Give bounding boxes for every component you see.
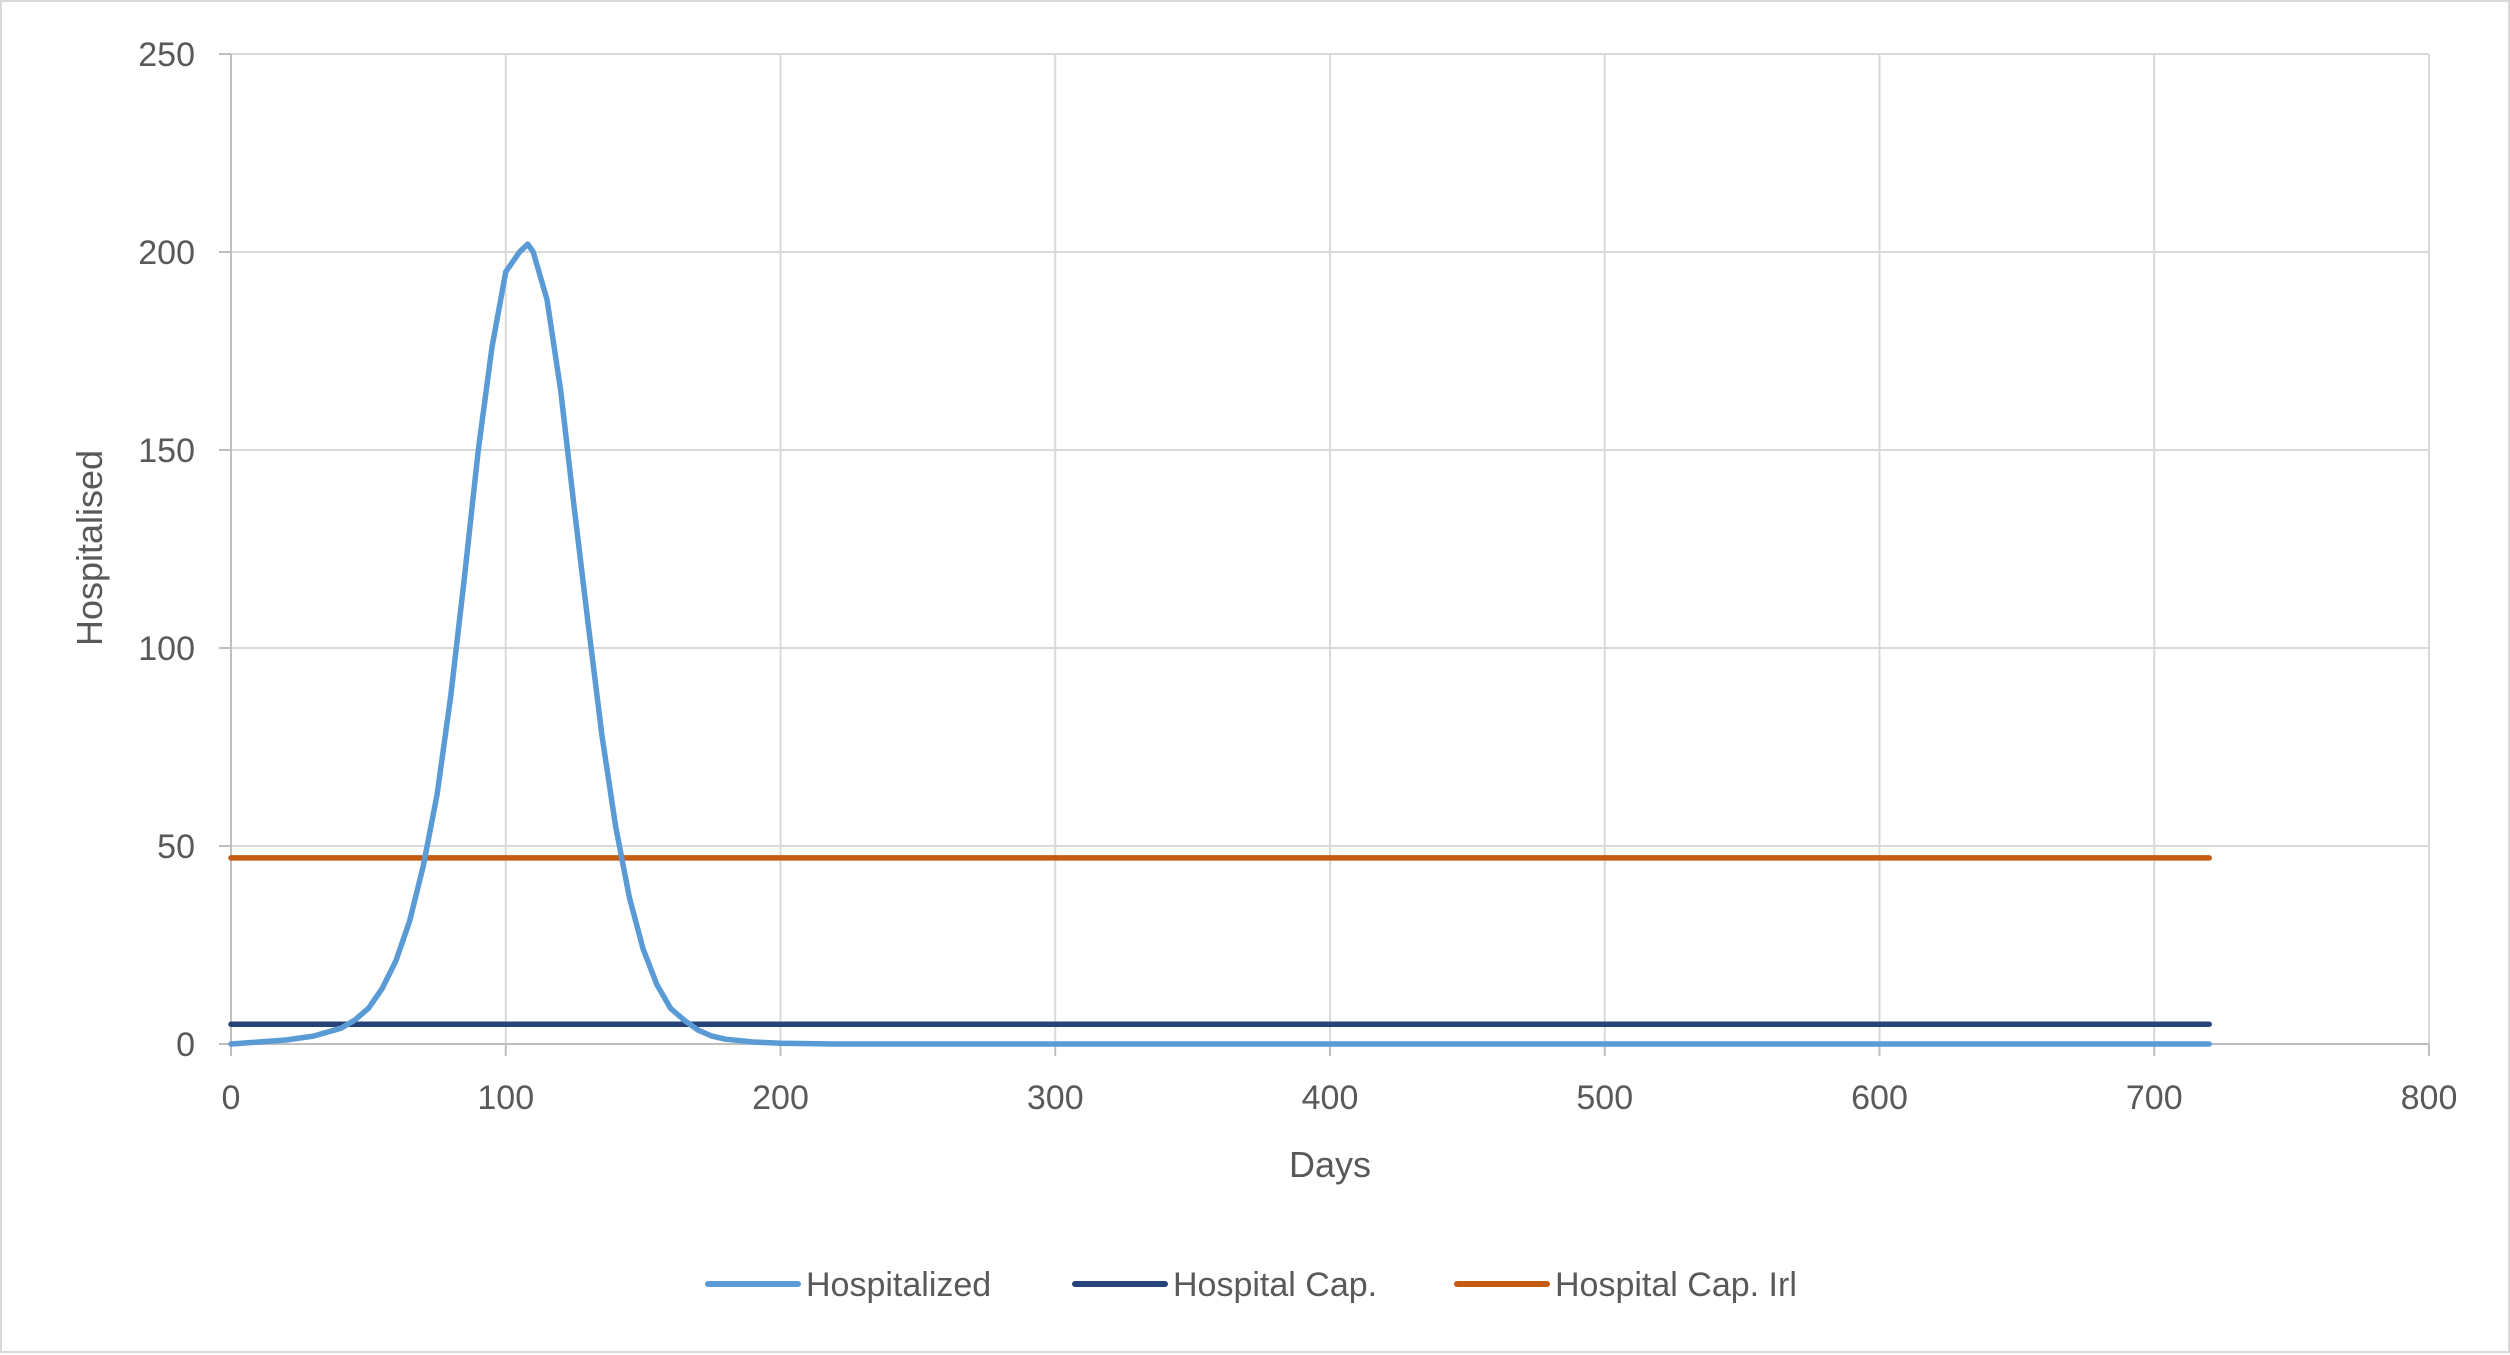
legend-item: Hospital Cap. <box>1072 1266 1377 1304</box>
gridlines <box>231 53 2430 1044</box>
legend-label: Hospital Cap. <box>1173 1266 1377 1304</box>
x-tick-label: 800 <box>2401 1079 2458 1117</box>
y-tick-label: 250 <box>138 36 195 74</box>
y-tick-label: 0 <box>176 1026 195 1064</box>
legend-item: Hospitalized <box>705 1266 991 1304</box>
x-tick-label: 700 <box>2126 1079 2183 1117</box>
x-tick-label: 500 <box>1576 1079 1633 1117</box>
tick-labels: 0 50 100 150 200 250 0 100 200 300 400 500 600 700 800 <box>138 36 2457 1117</box>
x-tick-label: 0 <box>222 1079 241 1117</box>
y-tick-label: 200 <box>138 234 195 272</box>
series-line-hospitalized <box>228 241 2212 1047</box>
y-tick-label: 50 <box>157 828 195 866</box>
x-tick-label: 300 <box>1027 1079 1084 1117</box>
legend-label: Hospitalized <box>806 1266 991 1304</box>
legend-item: Hospital Cap. Irl <box>1454 1266 1797 1304</box>
series-lines <box>228 241 2212 1047</box>
x-tick-label: 200 <box>752 1079 809 1117</box>
x-tick-label: 100 <box>477 1079 534 1117</box>
legend-label: Hospital Cap. Irl <box>1555 1266 1797 1304</box>
x-tick-label: 600 <box>1851 1079 1908 1117</box>
axes <box>219 53 2430 1056</box>
x-tick-label: 400 <box>1302 1079 1359 1117</box>
y-axis-title: Hospitalised <box>69 450 110 646</box>
x-axis-title: Days <box>1289 1144 1371 1185</box>
y-tick-label: 150 <box>138 432 195 470</box>
legend: Hospitalized Hospital Cap. Hospital Cap. I… <box>705 1266 1797 1304</box>
y-tick-label: 100 <box>138 630 195 668</box>
